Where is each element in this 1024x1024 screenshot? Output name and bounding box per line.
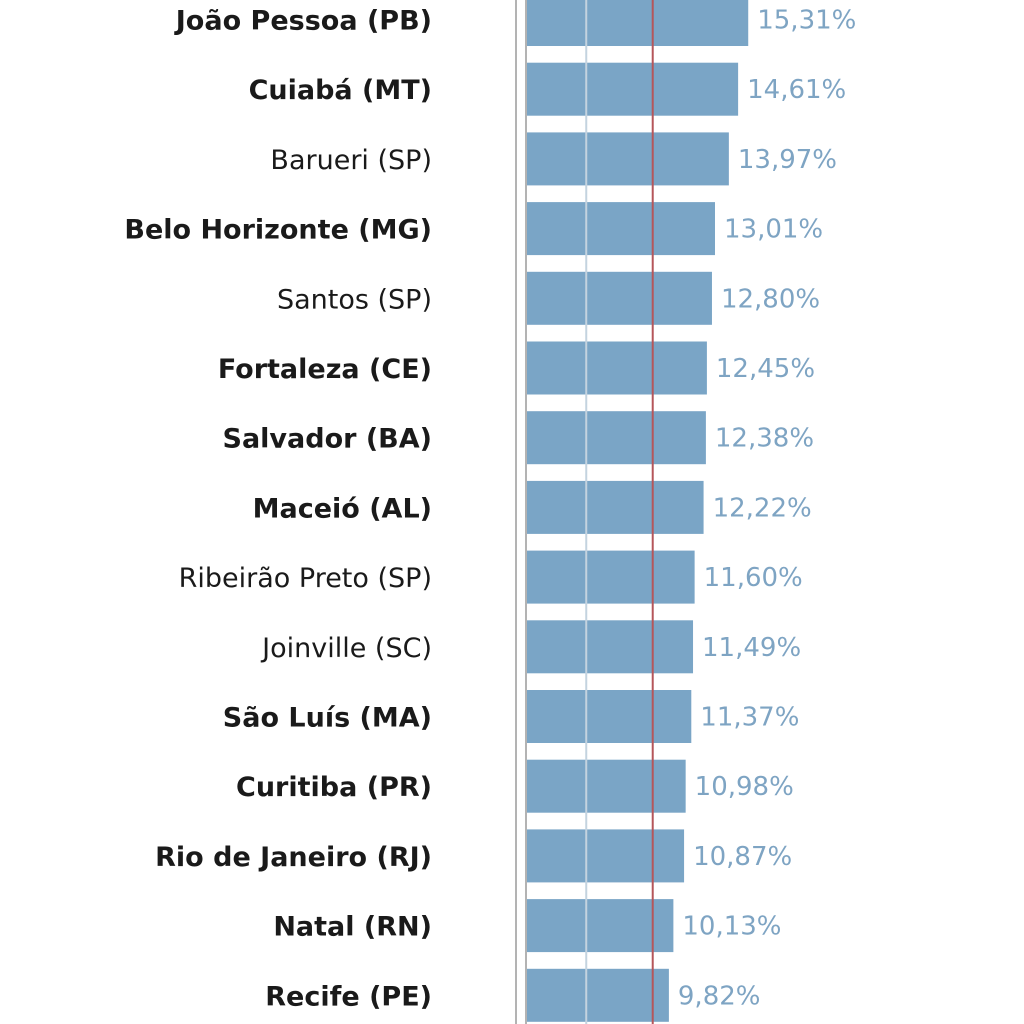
value-label: 15,31% xyxy=(757,6,856,36)
bar-2 xyxy=(527,62,739,116)
bar-4 xyxy=(527,202,715,256)
value-label: 12,38% xyxy=(715,424,814,454)
value-label: 12,22% xyxy=(713,493,812,523)
value-label: 11,49% xyxy=(702,633,801,663)
category-label: João Pessoa (PB) xyxy=(174,6,432,37)
lines-layer xyxy=(515,0,654,1024)
category-label: Ribeirão Preto (SP) xyxy=(179,563,432,594)
category-label: São Luís (MA) xyxy=(223,703,432,734)
bar-8 xyxy=(527,480,704,534)
category-label: Rio de Janeiro (RJ) xyxy=(155,842,432,873)
category-label: Natal (RN) xyxy=(273,912,432,943)
bar-6 xyxy=(527,341,707,395)
category-label: Salvador (BA) xyxy=(223,424,433,455)
category-label: Curitiba (PR) xyxy=(236,772,432,803)
category-label: Barueri (SP) xyxy=(270,145,432,176)
bar-15 xyxy=(527,968,669,1022)
bar-1 xyxy=(527,0,749,46)
value-label: 12,80% xyxy=(721,284,820,314)
bar-14 xyxy=(527,899,674,953)
value-label: 9,82% xyxy=(678,981,761,1011)
category-label: Fortaleza (CE) xyxy=(218,354,432,385)
value-label: 12,45% xyxy=(716,354,815,384)
value-label: 10,13% xyxy=(682,912,781,942)
category-label: Belo Horizonte (MG) xyxy=(124,215,432,246)
bars-layer xyxy=(527,0,749,1022)
bar-9 xyxy=(527,550,695,604)
category-label: Santos (SP) xyxy=(277,284,432,315)
bar-11 xyxy=(527,690,692,743)
category-label: Recife (PE) xyxy=(265,981,432,1012)
labels-layer: João Pessoa (PB) 15,31% Cuiabá (MT) 14,61% B… xyxy=(124,6,856,1013)
category-label: Maceió (AL) xyxy=(253,493,432,524)
value-label: 10,98% xyxy=(695,772,794,802)
value-label: 14,61% xyxy=(747,75,846,105)
bar-3 xyxy=(527,132,729,186)
bar-13 xyxy=(527,829,685,883)
bar-12 xyxy=(527,759,686,813)
value-label: 10,87% xyxy=(693,842,792,872)
bar-7 xyxy=(527,411,706,465)
value-label: 11,37% xyxy=(700,703,799,733)
category-label: Joinville (SC) xyxy=(260,633,432,664)
value-label: 13,97% xyxy=(738,145,837,175)
value-label: 13,01% xyxy=(724,215,823,245)
category-label: Cuiabá (MT) xyxy=(249,75,432,106)
value-label: 11,60% xyxy=(704,563,803,593)
bar-10 xyxy=(527,620,694,674)
bar-5 xyxy=(527,271,712,325)
